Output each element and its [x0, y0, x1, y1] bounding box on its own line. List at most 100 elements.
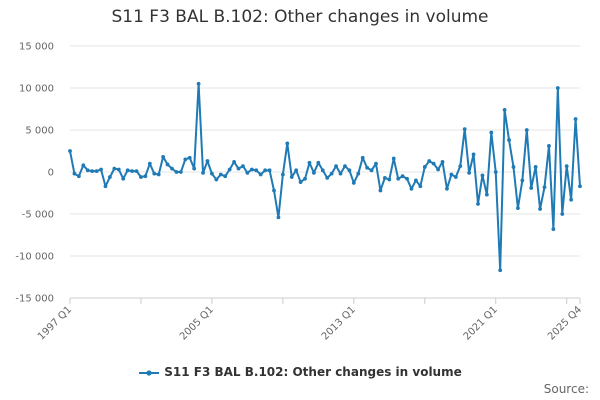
- legend[interactable]: S11 F3 BAL B.102: Other changes in volum…: [0, 365, 600, 379]
- data-point[interactable]: [555, 86, 560, 90]
- data-point[interactable]: [227, 167, 232, 172]
- data-point[interactable]: [285, 141, 290, 146]
- data-point[interactable]: [498, 268, 503, 273]
- data-point[interactable]: [223, 174, 228, 179]
- data-point[interactable]: [325, 175, 330, 180]
- data-point[interactable]: [174, 170, 179, 174]
- data-point[interactable]: [524, 128, 529, 132]
- data-point[interactable]: [214, 177, 219, 182]
- data-point[interactable]: [245, 170, 250, 175]
- data-point[interactable]: [272, 188, 276, 193]
- data-point[interactable]: [560, 212, 565, 216]
- data-point[interactable]: [511, 165, 516, 169]
- data-point[interactable]: [139, 175, 143, 179]
- data-point[interactable]: [507, 138, 511, 142]
- data-point[interactable]: [493, 170, 498, 174]
- data-point[interactable]: [218, 172, 223, 177]
- data-point[interactable]: [263, 168, 268, 173]
- data-point[interactable]: [365, 165, 370, 170]
- data-point[interactable]: [258, 172, 263, 177]
- data-point[interactable]: [94, 169, 99, 174]
- data-point[interactable]: [356, 171, 361, 176]
- data-point[interactable]: [529, 186, 534, 190]
- data-point[interactable]: [165, 162, 170, 167]
- data-point[interactable]: [210, 171, 214, 176]
- data-point[interactable]: [334, 164, 338, 169]
- data-point[interactable]: [85, 168, 90, 173]
- data-point[interactable]: [125, 168, 130, 173]
- data-point[interactable]: [316, 160, 321, 165]
- data-point[interactable]: [249, 167, 254, 172]
- data-point[interactable]: [116, 167, 121, 172]
- data-point[interactable]: [338, 171, 343, 176]
- data-point[interactable]: [161, 154, 166, 159]
- data-point[interactable]: [236, 166, 241, 171]
- credits[interactable]: Source:: [543, 382, 589, 396]
- data-point[interactable]: [294, 168, 299, 173]
- data-point[interactable]: [414, 178, 418, 183]
- data-point[interactable]: [427, 159, 432, 163]
- data-point[interactable]: [422, 165, 427, 169]
- data-point[interactable]: [143, 174, 148, 179]
- data-point[interactable]: [156, 172, 161, 177]
- data-point[interactable]: [201, 170, 205, 175]
- data-point[interactable]: [76, 174, 81, 179]
- data-point[interactable]: [453, 175, 458, 179]
- data-point[interactable]: [90, 169, 95, 174]
- data-point[interactable]: [99, 167, 103, 172]
- data-point[interactable]: [205, 159, 210, 163]
- data-point[interactable]: [405, 176, 409, 181]
- data-point[interactable]: [72, 171, 77, 176]
- data-point[interactable]: [440, 160, 445, 164]
- data-point[interactable]: [121, 176, 126, 181]
- data-point[interactable]: [502, 107, 507, 112]
- data-point[interactable]: [445, 186, 449, 191]
- data-point[interactable]: [569, 197, 574, 202]
- data-point[interactable]: [103, 184, 108, 189]
- data-point[interactable]: [307, 160, 312, 165]
- data-point[interactable]: [280, 172, 285, 177]
- data-point[interactable]: [564, 164, 569, 169]
- data-point[interactable]: [458, 164, 463, 169]
- data-point[interactable]: [147, 161, 152, 166]
- data-point[interactable]: [241, 164, 245, 169]
- data-point[interactable]: [320, 168, 325, 173]
- data-point[interactable]: [298, 180, 303, 184]
- data-point[interactable]: [178, 170, 183, 174]
- data-point[interactable]: [396, 176, 401, 181]
- data-point[interactable]: [329, 171, 334, 176]
- data-point[interactable]: [382, 175, 387, 180]
- data-point[interactable]: [134, 169, 139, 174]
- data-point[interactable]: [436, 167, 440, 172]
- data-point[interactable]: [573, 117, 578, 121]
- data-point[interactable]: [480, 173, 485, 178]
- data-point[interactable]: [347, 168, 352, 173]
- data-point[interactable]: [289, 175, 294, 179]
- data-point[interactable]: [374, 161, 378, 166]
- data-point[interactable]: [418, 184, 423, 189]
- data-point[interactable]: [387, 177, 392, 182]
- data-point[interactable]: [192, 166, 197, 171]
- data-point[interactable]: [183, 157, 188, 162]
- data-point[interactable]: [81, 163, 86, 168]
- data-point[interactable]: [516, 206, 520, 211]
- data-point[interactable]: [578, 184, 582, 189]
- data-point[interactable]: [431, 161, 436, 166]
- data-point[interactable]: [533, 165, 538, 169]
- data-point[interactable]: [351, 181, 356, 185]
- data-point[interactable]: [267, 168, 272, 173]
- data-point[interactable]: [112, 166, 117, 171]
- data-point[interactable]: [343, 164, 347, 169]
- data-point[interactable]: [520, 178, 525, 183]
- data-point[interactable]: [476, 202, 480, 206]
- data-point[interactable]: [551, 227, 556, 232]
- data-point[interactable]: [484, 192, 489, 197]
- data-point[interactable]: [400, 174, 405, 179]
- data-point[interactable]: [542, 185, 547, 190]
- data-point[interactable]: [130, 169, 134, 174]
- data-point[interactable]: [467, 170, 472, 175]
- data-point[interactable]: [170, 166, 174, 171]
- data-point[interactable]: [68, 149, 72, 153]
- data-point[interactable]: [378, 188, 383, 193]
- data-point[interactable]: [391, 156, 396, 161]
